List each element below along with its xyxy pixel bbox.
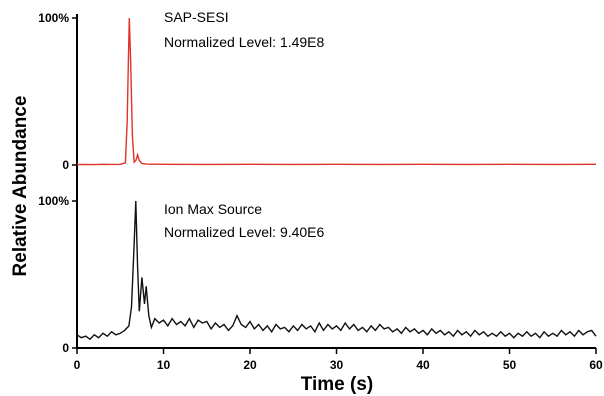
- annotation-title-ion-max: Ion Max Source: [164, 201, 262, 217]
- ytick-bottom-label-ion-max: 0: [62, 341, 69, 355]
- series-line-sap-sesi: [76, 17, 597, 166]
- x-tick-label: 20: [243, 358, 257, 372]
- series-line-ion-max-source: [76, 200, 597, 341]
- x-axis-title: Time (s): [301, 374, 374, 395]
- x-tick-label: 30: [330, 358, 344, 372]
- panel-sap-sesi: 100% 0 SAP-SESI Normalized Level: 1.49E8: [38, 9, 597, 172]
- x-tick-label: 10: [157, 358, 171, 372]
- annotation-title-sap-sesi: SAP-SESI: [164, 9, 229, 25]
- x-tick-label: 60: [589, 358, 603, 372]
- y-axis-title: Relative Abundance: [10, 96, 31, 277]
- annotation-level-sap-sesi: Normalized Level: 1.49E8: [164, 34, 325, 50]
- ytick-bottom-label-sap-sesi: 0: [62, 158, 69, 172]
- ytick-top-label-sap-sesi: 100%: [38, 11, 69, 25]
- x-tick-label: 0: [74, 358, 81, 372]
- ytick-top-label-ion-max: 100%: [38, 194, 69, 208]
- annotation-level-ion-max: Normalized Level: 9.40E6: [164, 224, 325, 240]
- x-axis-ticks: 0 10 20 30 40 50 60: [74, 348, 603, 372]
- x-tick-label: 40: [416, 358, 430, 372]
- panel-ion-max-source: 100% 0 Ion Max Source Normalized Level: …: [38, 194, 597, 355]
- x-tick-label: 50: [503, 358, 517, 372]
